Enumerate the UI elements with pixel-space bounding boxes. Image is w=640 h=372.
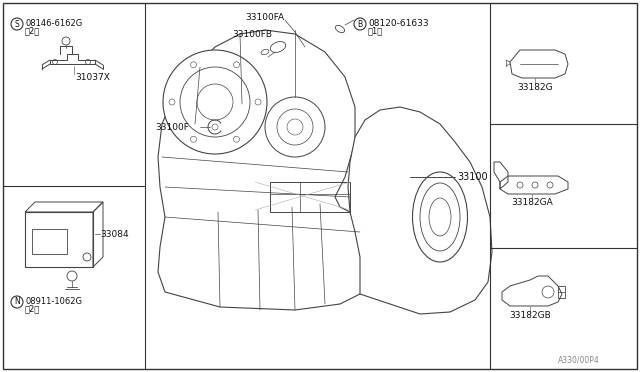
Circle shape — [234, 62, 239, 68]
Text: （2）: （2） — [25, 26, 40, 35]
Text: （2）: （2） — [25, 305, 40, 314]
Text: B: B — [357, 19, 363, 29]
Circle shape — [354, 18, 366, 30]
Circle shape — [255, 99, 261, 105]
Circle shape — [163, 50, 267, 154]
Polygon shape — [158, 30, 370, 310]
Text: 33100F: 33100F — [155, 122, 189, 131]
Text: 33182GB: 33182GB — [509, 311, 551, 320]
Ellipse shape — [270, 42, 285, 52]
Text: （1）: （1） — [368, 26, 383, 35]
Text: 31037X: 31037X — [75, 73, 110, 81]
Text: 33100: 33100 — [457, 172, 488, 182]
Circle shape — [265, 97, 325, 157]
Text: 33100FA: 33100FA — [245, 13, 284, 22]
Bar — [270, 182, 350, 212]
Text: 33182G: 33182G — [517, 83, 553, 92]
Bar — [25, 212, 93, 267]
Circle shape — [67, 271, 77, 281]
Text: S: S — [15, 19, 19, 29]
Text: 33182GA: 33182GA — [511, 198, 553, 206]
Circle shape — [62, 37, 70, 45]
Bar — [32, 229, 67, 254]
Circle shape — [11, 18, 23, 30]
Text: A330/00P4: A330/00P4 — [558, 356, 600, 365]
Ellipse shape — [335, 25, 344, 33]
Circle shape — [83, 253, 91, 261]
Circle shape — [234, 136, 239, 142]
Text: 33100FB: 33100FB — [232, 29, 272, 38]
Circle shape — [191, 62, 196, 68]
Circle shape — [191, 136, 196, 142]
Text: 08146-6162G: 08146-6162G — [25, 19, 83, 28]
Text: N: N — [14, 298, 20, 307]
Text: 08911-1062G: 08911-1062G — [25, 296, 82, 305]
Ellipse shape — [413, 172, 467, 262]
Text: 08120-61633: 08120-61633 — [368, 19, 429, 28]
Polygon shape — [348, 107, 492, 314]
Circle shape — [169, 99, 175, 105]
Text: 33084: 33084 — [100, 230, 129, 238]
Circle shape — [11, 296, 23, 308]
